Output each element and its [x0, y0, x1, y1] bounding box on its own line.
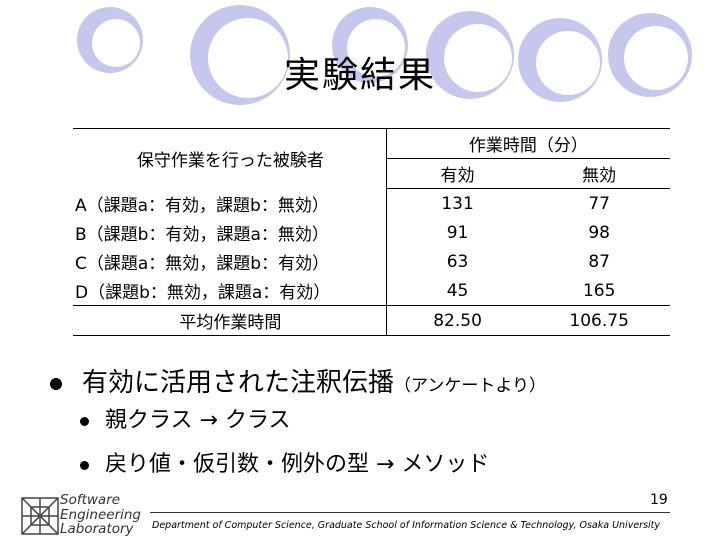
col-valid-header: 有効 [386, 158, 529, 189]
bullet-sub-item: 戻り値・仮引数・例外の型 → メソッド [80, 446, 489, 478]
valid-cell: 91 [446, 222, 469, 243]
logo-line: Laboratory [60, 521, 134, 537]
slide-title: 実験結果 [283, 55, 436, 96]
subject-cell: B（課題b：有効，課題a：無効） [73, 218, 387, 247]
bullet-sub-text: 親クラス → クラス [105, 408, 291, 433]
table-header-row: 保守作業を行った被験者 作業時間（分） [73, 128, 670, 189]
subject-header: 保守作業を行った被験者 [73, 128, 387, 189]
logo-line: Engineering [60, 506, 141, 523]
subject-cell: C（課題a：無効，課題b：有効） [73, 247, 387, 276]
invalid-cell: 165 [582, 280, 616, 301]
decorative-rings [77, 5, 692, 105]
table-row: C（課題a：無効，課題b：有効） 63 87 [73, 247, 670, 276]
lab-logo-text: Software Engineering Laboratory [60, 493, 141, 537]
average-valid: 82.50 [386, 305, 529, 336]
bullet-main-subtext: （アンケートより） [394, 376, 546, 396]
table-row: B（課題b：有効，課題a：無効） 91 98 [73, 218, 670, 247]
valid-cell: 131 [441, 193, 474, 214]
subject-cell: D（課題b：無効，課題a：有効） [73, 276, 387, 306]
invalid-cell: 87 [588, 251, 610, 272]
bullet-main: 有効に活用された注釈伝播（アンケートより） [50, 362, 546, 399]
table-subheader-row: 有効 無効 [73, 158, 670, 189]
average-invalid: 106.75 [528, 305, 670, 336]
invalid-cell: 77 [588, 193, 610, 214]
bullet-dot-icon [80, 460, 89, 470]
table-row: A（課題a：有効，課題b：無効） 131 77 [73, 188, 670, 218]
subject-cell: A（課題a：有効，課題b：無効） [73, 188, 387, 218]
average-label: 平均作業時間 [73, 305, 387, 336]
time-header: 作業時間（分） [386, 128, 670, 159]
col-invalid-header: 無効 [528, 158, 670, 189]
table-row: D（課題b：無効，課題a：有効） 45 165 [73, 276, 670, 306]
bullet-sub-text: 戻り値・仮引数・例外の型 → メソッド [105, 452, 490, 477]
bullet-main-text: 有効に活用された注釈伝播 [82, 368, 395, 398]
average-row: 平均作業時間 82.50 106.75 [73, 305, 670, 336]
results-table: 保守作業を行った被験者 作業時間（分） 有効 無効 A（課題a：有効，課題b：無… [73, 128, 670, 336]
lab-logo-icon [21, 497, 59, 535]
valid-cell: 63 [446, 251, 469, 272]
logo-line: Software [60, 492, 121, 508]
invalid-cell: 98 [588, 222, 610, 243]
bullet-dot-icon [80, 416, 89, 426]
page-number: 19 [650, 492, 668, 508]
bullet-sub-item: 親クラス → クラス [80, 402, 291, 434]
department-footer: Department of Computer Science, Graduate… [152, 520, 661, 531]
valid-cell: 45 [446, 280, 469, 301]
footer-divider [150, 512, 670, 513]
bullet-dot-icon [50, 377, 62, 390]
